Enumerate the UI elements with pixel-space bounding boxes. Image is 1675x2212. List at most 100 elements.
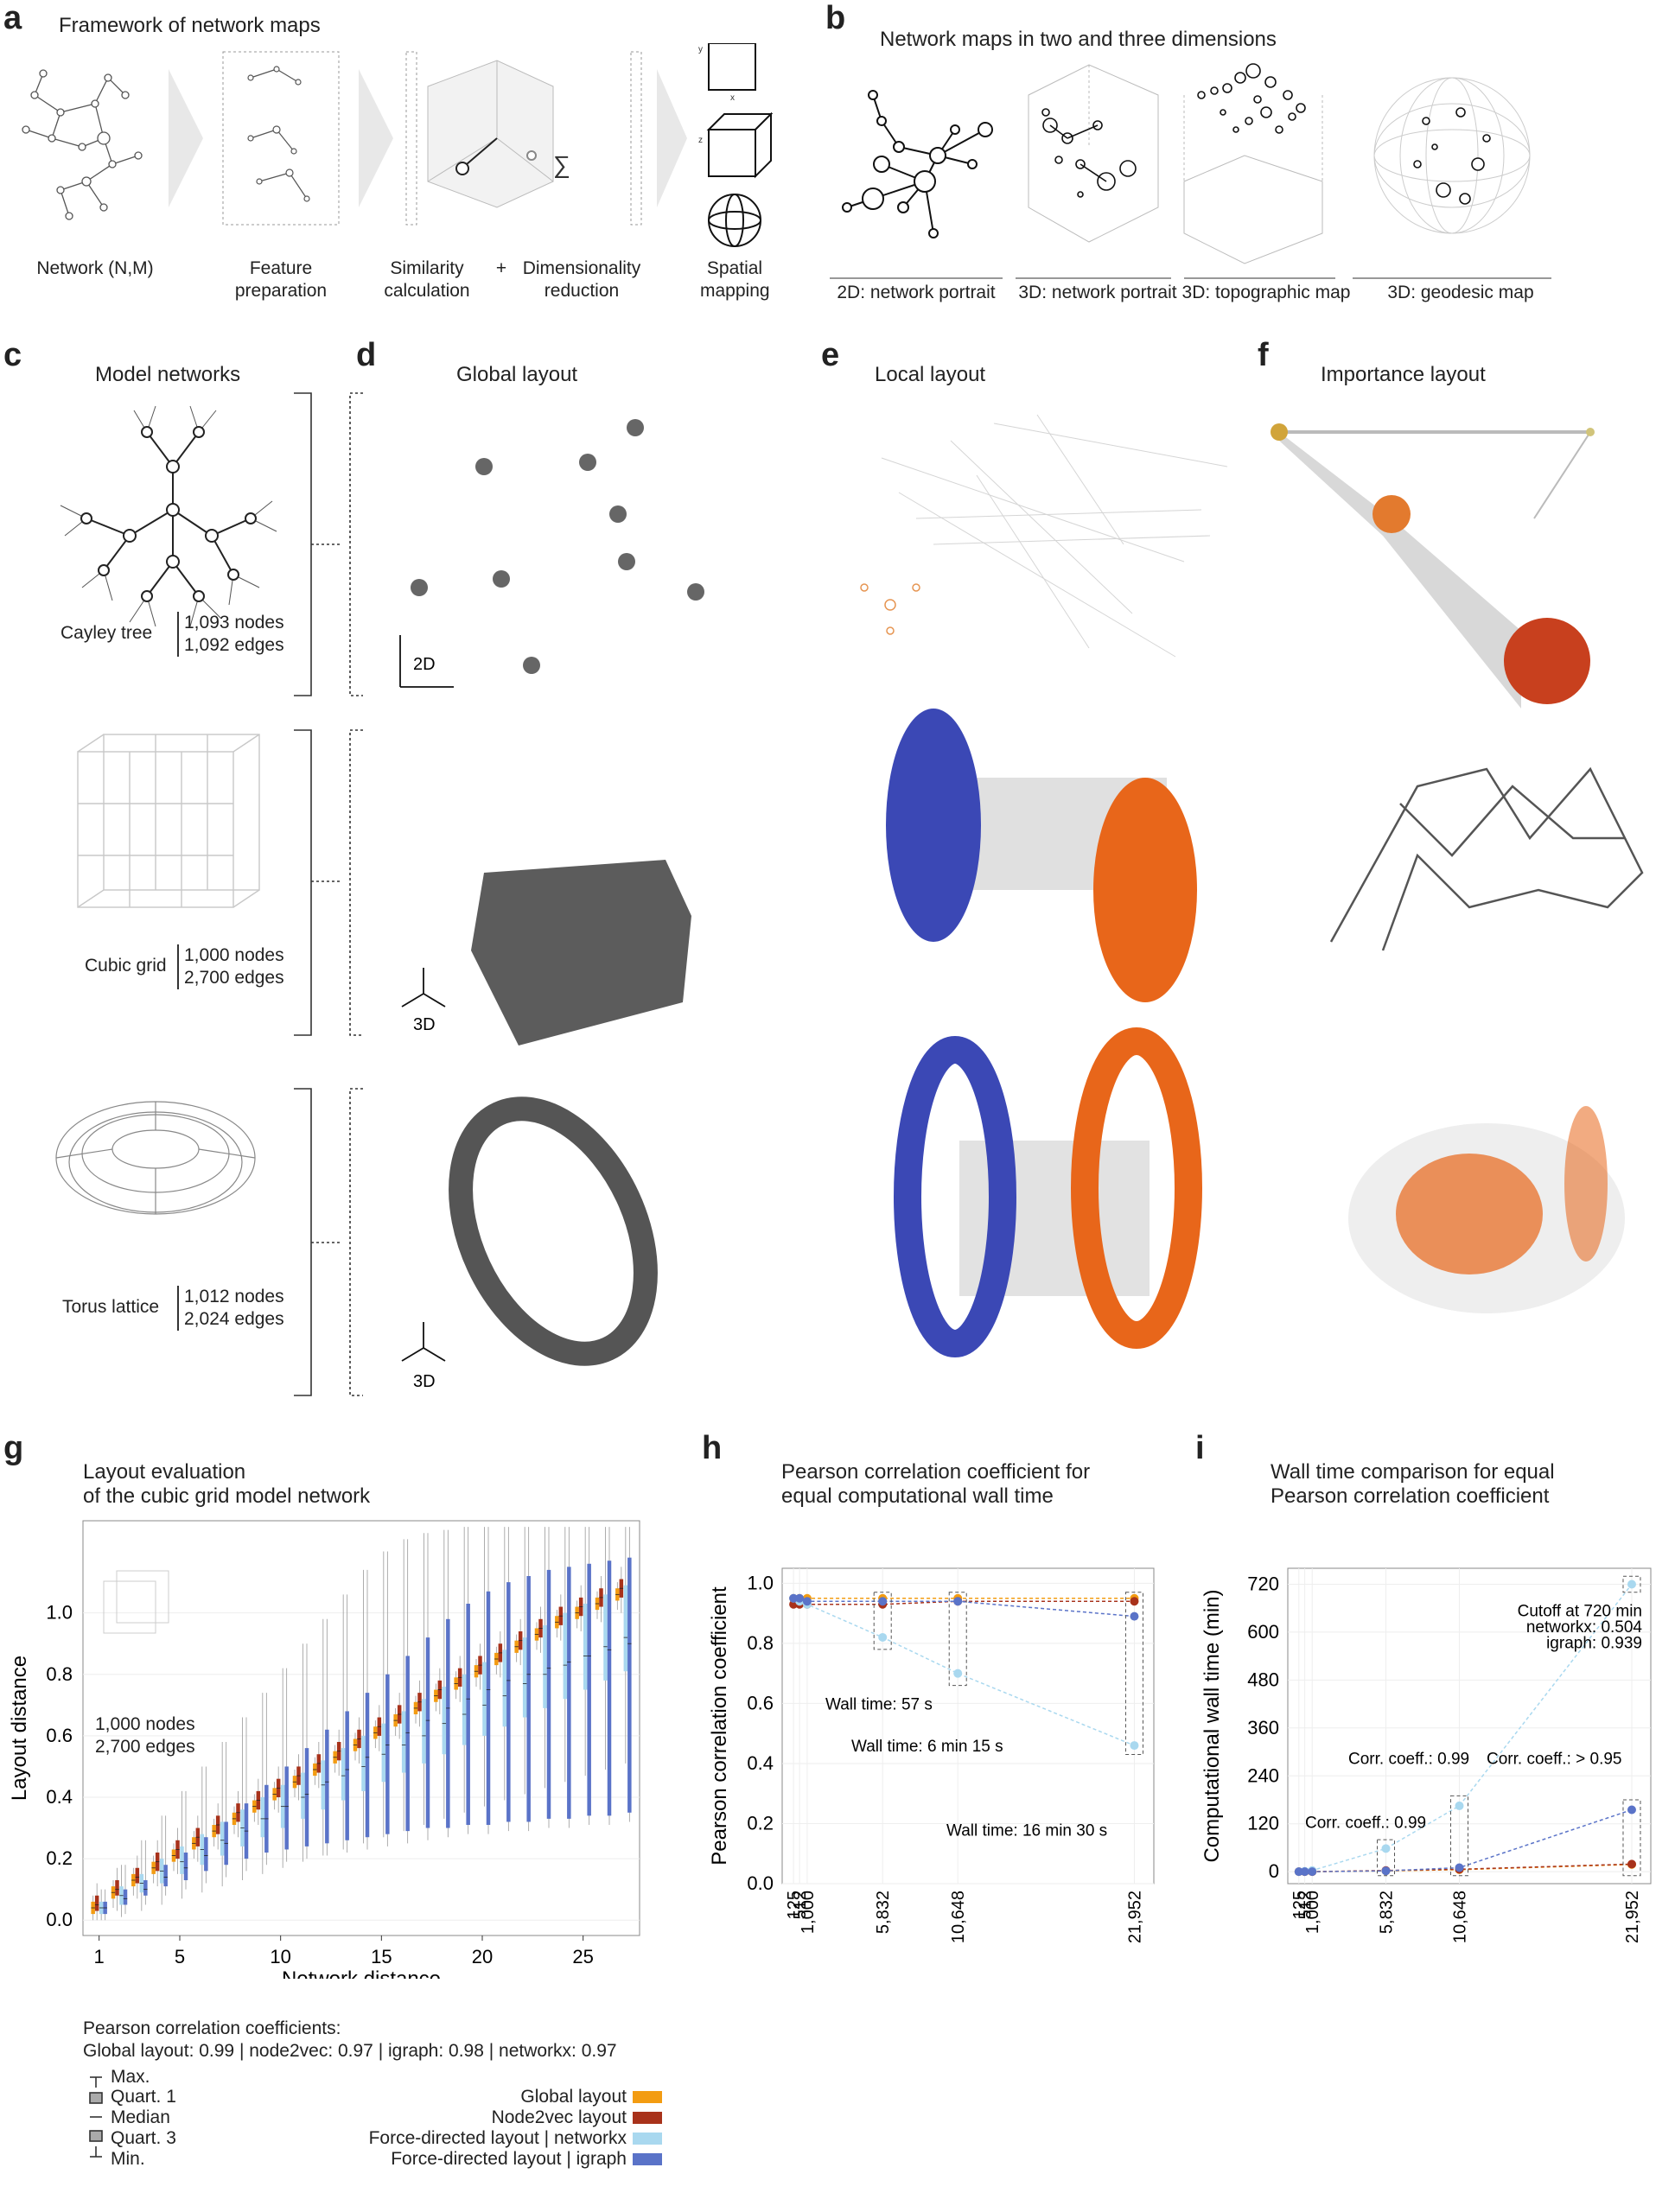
- panel-f-label: f: [1258, 337, 1269, 373]
- axis-3d-label-a: 3D: [413, 1015, 436, 1034]
- axis-x-letter: x: [730, 93, 735, 103]
- highlight-box: [1622, 1799, 1641, 1877]
- panel-g-title-1: Layout evaluation: [83, 1460, 246, 1484]
- box: [325, 1729, 329, 1844]
- net-cayley-nodes: 1,093 nodes: [184, 613, 284, 632]
- y-tick-label: 0.4: [46, 1786, 73, 1808]
- box: [143, 1880, 148, 1896]
- y-tick-label: 1.0: [747, 1572, 774, 1593]
- similarity-cube: [427, 60, 554, 208]
- y-tick-label: 120: [1247, 1813, 1279, 1834]
- box: [365, 1693, 370, 1838]
- series-line: [793, 1598, 1135, 1618]
- data-point: [795, 1593, 805, 1603]
- legend-q3: Quart. 3: [111, 2128, 176, 2148]
- torus-drawing: [55, 1101, 256, 1215]
- global-layout-cubic: [471, 860, 691, 1046]
- box: [345, 1711, 349, 1840]
- box: [260, 1797, 265, 1838]
- x-tick-label: 512: [791, 1891, 810, 1919]
- box: [446, 1618, 450, 1828]
- box: [623, 1585, 628, 1672]
- annotation-57s: Wall time: 57 s: [825, 1695, 933, 1713]
- highlight-box: [1124, 1592, 1143, 1756]
- panel-h-title-2: equal computational wall time: [781, 1484, 1054, 1508]
- global-layout-torus: [449, 1096, 658, 1366]
- data-point: [878, 1597, 888, 1606]
- box: [94, 1895, 99, 1911]
- box-legend-glyphs: [89, 2076, 103, 2158]
- swatch-igraph: [633, 2153, 662, 2165]
- box: [502, 1649, 507, 1727]
- cayley-tree-drawing: [60, 405, 277, 627]
- plot-frame: [1287, 1567, 1652, 1885]
- map-label-3d-topographic: 3D: topographic map: [1181, 283, 1351, 302]
- x-tick-label: 21,952: [1623, 1891, 1642, 1943]
- box: [567, 1567, 571, 1819]
- map-3d-topographic: [1183, 95, 1323, 264]
- x-tick-label: 21,952: [1125, 1891, 1144, 1943]
- highlight-box: [1377, 1839, 1396, 1877]
- x-tick-label: 5: [175, 1946, 185, 1967]
- axis-y-letter: y: [698, 45, 703, 54]
- box: [482, 1662, 487, 1736]
- feature-drawing: [247, 66, 310, 202]
- panel-h-title-1: Pearson correlation coefficient for: [781, 1460, 1091, 1484]
- highlight-box: [1622, 1575, 1641, 1593]
- network-drawing: [22, 69, 143, 220]
- x-tick-label: 1,000: [1303, 1891, 1322, 1934]
- x-tick-label: 5,832: [874, 1891, 893, 1934]
- box: [563, 1612, 568, 1700]
- y-axis-label: Pearson correlation coefficient: [708, 1586, 731, 1866]
- y-tick-label: 600: [1247, 1621, 1279, 1643]
- g-inset-nodes: 1,000 nodes: [95, 1714, 195, 1734]
- legend-networkx: Force-directed layout | networkx: [368, 2128, 627, 2148]
- box: [204, 1837, 208, 1872]
- corr-coeff-c: Corr. coeff.: > 0.95: [1487, 1750, 1622, 1768]
- series-line: [793, 1598, 1135, 1746]
- panel-i-title-1: Wall time comparison for equal: [1271, 1460, 1555, 1484]
- panel-c-title: Model networks: [95, 363, 241, 386]
- chart-g: 0.00.20.40.60.81.01510152025Network dist…: [8, 1520, 640, 1979]
- local-layout-cubic: [886, 709, 1197, 1002]
- panel-e-label: e: [821, 337, 840, 373]
- y-tick-label: 480: [1247, 1669, 1279, 1690]
- x-tick-label: 20: [472, 1946, 493, 1967]
- panel-b-title: Network maps in two and three dimensions: [880, 28, 1277, 51]
- swatch-node2vec: [633, 2112, 662, 2124]
- box: [587, 1563, 591, 1816]
- x-tick-label: 1,000: [799, 1891, 818, 1934]
- box: [543, 1624, 547, 1708]
- arrow-chevron-2: [359, 69, 393, 207]
- net-torus-nodes: 1,012 nodes: [184, 1287, 284, 1306]
- series-line: [1298, 1808, 1633, 1872]
- box: [220, 1821, 225, 1856]
- net-cayley-counts: 1,093 nodes 1,092 edges: [177, 612, 284, 657]
- legend-min: Min.: [111, 2149, 145, 2169]
- step-spatial: Spatial mapping: [700, 258, 770, 301]
- box: [486, 1591, 491, 1825]
- axis-3d-label-b: 3D: [413, 1372, 436, 1391]
- corr-coeff-b: Corr. coeff.: 0.99: [1305, 1814, 1426, 1832]
- x-tick-label: 1: [94, 1946, 105, 1967]
- y-tick-label: 0.2: [747, 1812, 774, 1834]
- box: [546, 1569, 551, 1819]
- legend-global: Global layout: [520, 2087, 627, 2107]
- y-tick-label: 720: [1247, 1573, 1279, 1594]
- highlight-box: [873, 1592, 892, 1650]
- step-similarity: Similarity calculation: [384, 258, 470, 301]
- data-point: [1130, 1597, 1139, 1606]
- g-pearson-title: Pearson correlation coefficients:: [83, 2018, 341, 2038]
- x-tick-label: 15: [371, 1946, 392, 1967]
- cubic-grid-drawing: [77, 734, 260, 908]
- box: [442, 1687, 447, 1755]
- map-label-2d-portrait: 2D: network portrait: [837, 283, 996, 302]
- g-inset-edges: 2,700 edges: [95, 1737, 195, 1757]
- step-plus: +: [495, 258, 507, 278]
- local-layout-tree-inset: [860, 583, 920, 635]
- net-cayley-name: Cayley tree: [61, 623, 153, 643]
- panel-f-title: Importance layout: [1321, 363, 1486, 386]
- box: [361, 1735, 366, 1791]
- net-torus-counts: 1,012 nodes 2,024 edges: [177, 1286, 284, 1331]
